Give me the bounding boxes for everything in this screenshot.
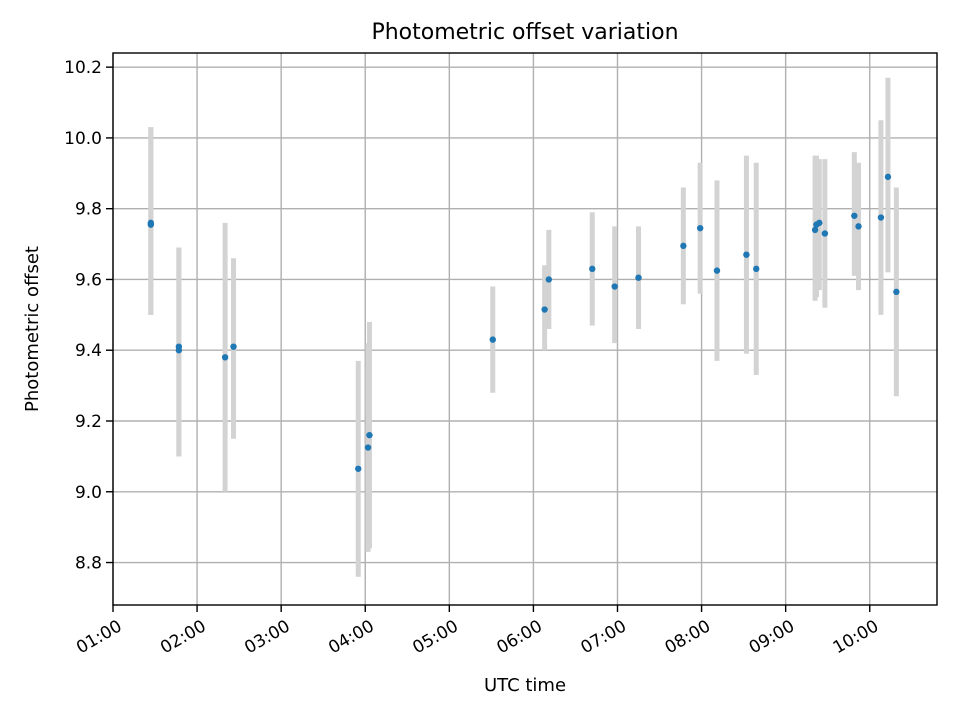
x-tick-label: 06:00 [493,616,545,658]
x-tick-label: 02:00 [157,616,209,658]
x-tick-label: 08:00 [662,616,714,658]
y-tick-label: 10.0 [64,129,102,149]
x-axis-label: UTC time [484,675,566,696]
data-point [816,219,823,227]
y-tick-label: 9.8 [75,200,102,220]
x-tick-label: 05:00 [409,616,461,658]
data-point [611,283,618,290]
grid-lines [112,53,937,605]
data-point [851,212,858,219]
data-point [175,347,183,354]
data-point [221,354,229,361]
data-point [753,265,760,273]
data-point [884,173,892,181]
data-point [589,265,596,273]
data-point [743,251,750,258]
y-tick-label: 9.4 [75,341,102,361]
x-tick-label: 03:00 [241,616,293,658]
data-point [821,230,829,237]
x-tick-label: 09:00 [746,616,798,658]
data-point [366,431,373,439]
y-tick-label: 10.2 [64,58,102,78]
y-tick-label: 8.8 [75,554,102,574]
y-tick-label: 9.6 [75,270,102,290]
data-point [680,242,687,250]
data-point [355,465,362,472]
chart-title: Photometric offset variation [371,20,678,45]
plot-frame [112,52,938,606]
data-point [489,336,496,343]
y-tick-label: 9.2 [75,412,102,432]
x-tick-label: 07:00 [578,616,630,658]
x-tick-label: 10:00 [830,616,882,658]
data-point [855,223,862,230]
data-points [147,173,900,472]
data-point [811,226,819,234]
data-point [545,276,553,283]
x-tick-label: 01:00 [73,616,125,658]
x-tick-label: 04:00 [325,616,377,658]
data-point [230,343,237,350]
data-point [893,288,900,296]
y-tick-label: 9.0 [75,483,102,503]
axis-ticks: 01:00 02:00 03:00 04:00 05:00 06:00 07:00 08:00… [64,58,882,658]
error-bars [148,77,899,577]
data-point [541,306,548,313]
data-point [696,224,704,232]
y-axis-label: Photometric offset [22,246,43,412]
data-point [635,274,642,281]
data-point [147,221,155,228]
data-point [877,214,885,221]
data-point [364,444,372,451]
data-point [713,267,721,274]
